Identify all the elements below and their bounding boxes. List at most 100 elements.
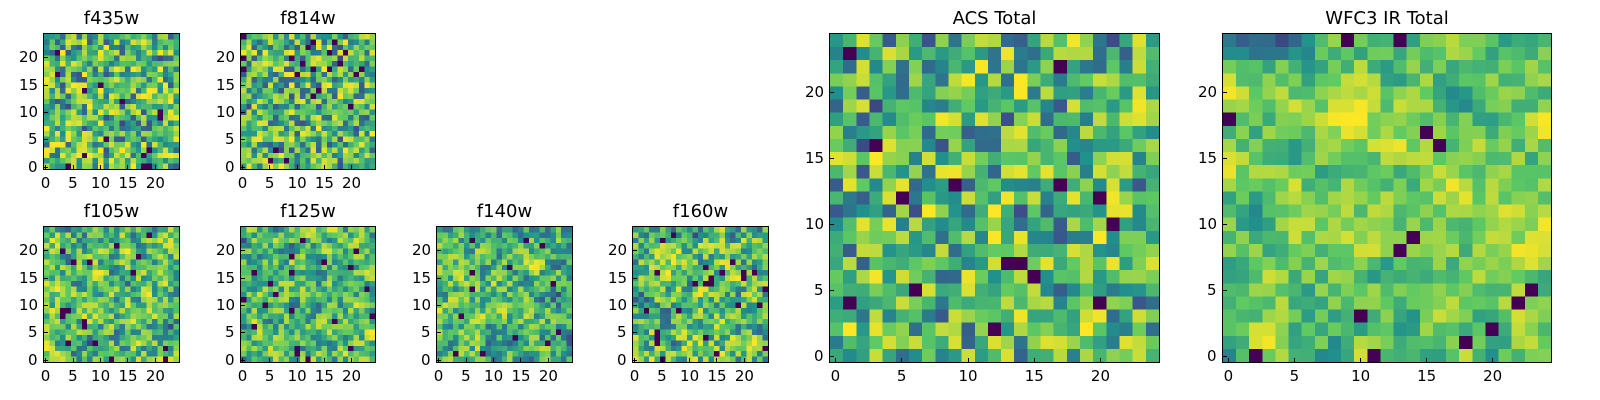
x-tick-mark bbox=[689, 358, 691, 363]
x-tick-mark bbox=[547, 358, 549, 363]
y-tick-label: 5 bbox=[617, 323, 627, 342]
x-tick-mark bbox=[72, 165, 74, 170]
heatmap-pixels bbox=[437, 227, 572, 362]
y-tick-mark bbox=[829, 91, 834, 93]
y-tick-mark bbox=[43, 250, 48, 252]
y-tick-mark bbox=[436, 332, 441, 334]
y-tick-mark bbox=[43, 277, 48, 279]
y-tick-mark bbox=[829, 289, 834, 291]
y-tick-label: 10 bbox=[19, 295, 39, 314]
heatmap-image bbox=[436, 226, 573, 363]
x-tick-label: 15 bbox=[707, 367, 727, 385]
x-tick-label: 5 bbox=[657, 367, 667, 385]
y-tick-label: 20 bbox=[608, 241, 628, 260]
x-tick-label: 0 bbox=[1223, 367, 1234, 385]
y-tick-mark bbox=[43, 166, 48, 168]
x-tick-mark bbox=[100, 165, 102, 170]
heatmap-pixels bbox=[241, 34, 375, 169]
x-tick-mark bbox=[154, 358, 156, 363]
y-tick-mark bbox=[1222, 289, 1227, 291]
x-tick-label: 15 bbox=[314, 367, 334, 385]
heatmap-pixels bbox=[1223, 34, 1551, 362]
x-tick-label: 15 bbox=[314, 174, 334, 192]
x-tick-label: 15 bbox=[511, 367, 531, 385]
x-tick-mark bbox=[1033, 358, 1035, 363]
y-tick-mark bbox=[436, 277, 441, 279]
y-tick-label: 20 bbox=[216, 48, 236, 67]
x-tick-label: 10 bbox=[680, 367, 700, 385]
x-tick-mark bbox=[835, 358, 837, 363]
y-tick-label: 10 bbox=[1198, 214, 1218, 233]
heatmap-pixels bbox=[44, 227, 179, 362]
y-tick-label: 5 bbox=[225, 323, 235, 342]
x-tick-mark bbox=[716, 358, 718, 363]
y-tick-mark bbox=[240, 139, 245, 141]
x-tick-label: 20 bbox=[342, 174, 362, 192]
y-tick-mark bbox=[240, 332, 245, 334]
y-tick-label: 10 bbox=[608, 295, 628, 314]
y-tick-mark bbox=[632, 250, 637, 252]
x-tick-mark bbox=[1228, 358, 1230, 363]
panel-title: f814w bbox=[280, 8, 336, 29]
heatmap-image bbox=[240, 226, 376, 363]
y-tick-label: 5 bbox=[1207, 280, 1217, 299]
heatmap-image bbox=[1222, 33, 1552, 363]
x-tick-label: 20 bbox=[538, 367, 558, 385]
x-tick-label: 5 bbox=[264, 367, 275, 385]
x-tick-mark bbox=[296, 358, 298, 363]
x-tick-label: 5 bbox=[264, 174, 275, 192]
y-tick-label: 15 bbox=[19, 75, 39, 94]
x-tick-mark bbox=[296, 165, 298, 170]
y-tick-label: 20 bbox=[216, 241, 236, 260]
x-tick-mark bbox=[323, 358, 325, 363]
heatmap-pixels bbox=[44, 34, 179, 169]
y-tick-label: 5 bbox=[421, 323, 431, 342]
y-tick-label: 0 bbox=[1207, 346, 1217, 365]
x-tick-label: 15 bbox=[118, 174, 138, 192]
x-tick-label: 20 bbox=[145, 367, 165, 385]
x-tick-mark bbox=[1426, 358, 1428, 363]
y-tick-mark bbox=[43, 84, 48, 86]
y-tick-label: 5 bbox=[28, 130, 38, 149]
x-tick-label: 10 bbox=[287, 174, 307, 192]
y-tick-mark bbox=[1222, 91, 1227, 93]
x-tick-label: 0 bbox=[237, 367, 248, 385]
y-tick-mark bbox=[829, 157, 834, 159]
y-tick-label: 15 bbox=[1198, 148, 1218, 167]
x-tick-mark bbox=[1360, 358, 1362, 363]
panel-title: f140w bbox=[476, 201, 533, 222]
x-tick-mark bbox=[127, 165, 129, 170]
y-tick-mark bbox=[632, 277, 637, 279]
y-tick-label: 20 bbox=[412, 241, 432, 260]
x-tick-label: 20 bbox=[734, 367, 754, 385]
y-tick-mark bbox=[436, 250, 441, 252]
y-tick-mark bbox=[240, 277, 245, 279]
x-tick-label: 0 bbox=[830, 367, 841, 385]
x-tick-mark bbox=[127, 358, 129, 363]
y-tick-label: 15 bbox=[608, 268, 628, 287]
y-tick-label: 15 bbox=[805, 148, 825, 167]
y-tick-mark bbox=[43, 359, 48, 361]
x-tick-label: 0 bbox=[629, 367, 640, 385]
y-tick-mark bbox=[436, 304, 441, 306]
y-tick-mark bbox=[1222, 223, 1227, 225]
panel-title: ACS Total bbox=[952, 8, 1037, 29]
y-tick-label: 15 bbox=[216, 268, 236, 287]
heatmap-image bbox=[632, 226, 769, 363]
heatmap-image bbox=[43, 226, 180, 363]
y-tick-mark bbox=[240, 84, 245, 86]
y-tick-mark bbox=[1222, 157, 1227, 159]
x-tick-label: 15 bbox=[118, 367, 138, 385]
x-tick-mark bbox=[323, 165, 325, 170]
y-tick-mark bbox=[829, 223, 834, 225]
y-tick-label: 0 bbox=[225, 157, 235, 176]
y-tick-mark bbox=[240, 304, 245, 306]
heatmap-pixels bbox=[633, 227, 768, 362]
y-tick-label: 20 bbox=[19, 241, 39, 260]
y-tick-label: 20 bbox=[805, 82, 825, 101]
x-tick-mark bbox=[72, 358, 74, 363]
heatmap-image bbox=[43, 33, 180, 170]
x-tick-label: 5 bbox=[68, 174, 78, 192]
y-tick-label: 10 bbox=[216, 102, 236, 121]
y-tick-mark bbox=[240, 57, 245, 59]
